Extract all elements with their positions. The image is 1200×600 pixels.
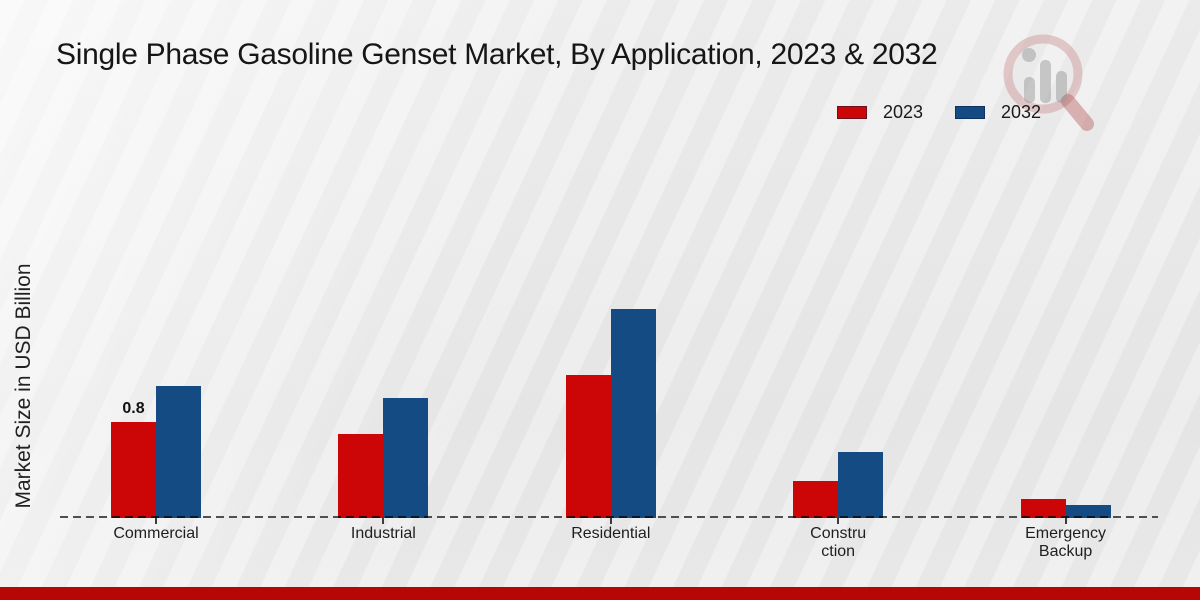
legend-item-2032: 2032 [955,102,1041,123]
bar-2023-construction [793,481,839,518]
bar-2032-commercial [156,386,201,518]
bar-2023-residential [565,374,611,518]
chart-title: Single Phase Gasoline Genset Market, By … [56,38,938,71]
y-axis-label: Market Size in USD Billion [12,263,35,509]
bar-2032-construction [838,451,884,518]
x-tick-label-commercial: Commercial [113,525,199,542]
footer-accent-bar [0,587,1200,600]
x-tick-label-industrial: Industrial [350,525,416,542]
bar-2032-residential [610,309,656,518]
x-axis-tick [609,518,612,524]
legend-swatch-2023 [837,106,867,119]
bar-value-label: 0.8 [122,400,145,417]
bar-2032-emergency-backup [1065,505,1111,518]
bar-2023-emergency-backup [1020,499,1066,518]
magnifier-bar-chart-logo-icon [1003,34,1094,131]
bar-2023-industrial [338,433,384,518]
x-axis-tick [155,518,157,524]
x-axis-tick [837,518,840,524]
bar-2032-industrial [383,398,429,518]
x-tick-label-emergency-backup: Emergency Backup [1025,525,1107,560]
legend-item-2023: 2023 [837,102,923,123]
legend-label-2032: 2032 [1001,102,1042,122]
x-tick-label-construction: Constru ction [810,525,867,560]
bar-2023-commercial [111,422,156,518]
x-axis-tick [1064,518,1067,524]
legend-swatch-2032 [955,106,985,119]
x-axis-tick [382,518,385,524]
x-tick-label-residential: Residential [571,525,651,542]
legend-label-2023: 2023 [883,102,924,122]
